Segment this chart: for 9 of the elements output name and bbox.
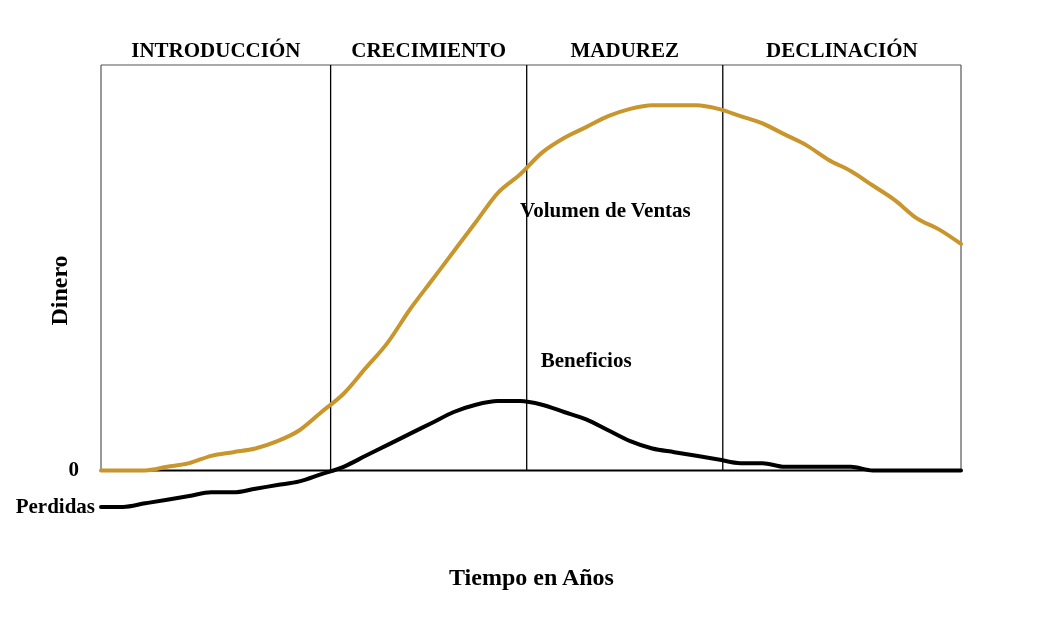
- y-axis-title: Dinero: [45, 255, 72, 326]
- text: CRECIMIENTO: [351, 38, 507, 62]
- x-axis-title: Tiempo en Años: [449, 563, 614, 590]
- text: MADUREZ: [570, 38, 679, 62]
- text: Perdidas: [15, 493, 95, 518]
- series-label: Beneficios: [540, 347, 632, 372]
- text: INTRODUCCIÓN: [131, 38, 301, 62]
- text: 0: [68, 457, 79, 482]
- text: DECLINACIÓN: [766, 38, 918, 62]
